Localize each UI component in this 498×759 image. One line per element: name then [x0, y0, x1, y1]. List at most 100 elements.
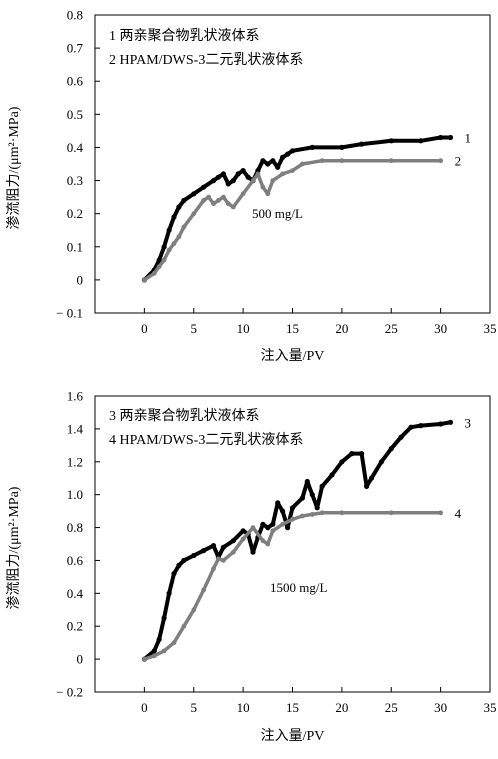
- y-tick-label: 0: [77, 272, 84, 287]
- data-point: [216, 556, 221, 562]
- data-point: [289, 148, 296, 154]
- data-point: [260, 158, 266, 164]
- data-point: [171, 640, 177, 646]
- data-point: [359, 141, 365, 147]
- data-point: [339, 158, 345, 164]
- data-point: [280, 521, 285, 527]
- x-tick-label: 25: [385, 321, 398, 336]
- x-tick-label: 10: [237, 700, 250, 715]
- data-point: [250, 549, 256, 555]
- data-point: [388, 446, 394, 452]
- legend-entry: 2 HPAM/DWS-3二元乳状液体系: [109, 52, 303, 68]
- data-point: [438, 421, 444, 427]
- data-point: [161, 244, 167, 250]
- data-point: [300, 161, 305, 167]
- data-point: [359, 451, 365, 457]
- data-point: [275, 164, 281, 170]
- series-end-label: 3: [465, 415, 472, 430]
- y-tick-label: 0.6: [67, 553, 84, 568]
- y-axis-label: 渗流阻力/(μm²·MPa): [6, 106, 22, 229]
- series-line-3: [142, 420, 453, 662]
- x-tick-label: 20: [335, 321, 348, 336]
- data-point: [181, 224, 187, 230]
- data-point: [240, 191, 246, 197]
- data-point: [161, 257, 167, 263]
- data-point: [438, 158, 443, 164]
- data-point: [220, 544, 226, 550]
- series-line-1: [142, 135, 453, 282]
- data-point: [230, 549, 236, 555]
- data-point: [290, 516, 295, 522]
- data-point: [265, 525, 271, 531]
- data-point: [299, 495, 305, 501]
- data-point: [220, 171, 226, 177]
- data-point: [447, 419, 454, 425]
- data-point: [260, 521, 266, 527]
- legend-entry: 1 两亲聚合物乳状液体系: [109, 28, 260, 44]
- data-point: [171, 571, 177, 577]
- data-point: [201, 184, 207, 190]
- data-point: [418, 138, 424, 144]
- data-point: [142, 277, 147, 283]
- data-point: [166, 590, 172, 596]
- legend-entry: 4 HPAM/DWS-3二元乳状液体系: [109, 432, 303, 448]
- data-point: [270, 528, 276, 534]
- data-point: [156, 636, 162, 643]
- data-point: [156, 257, 162, 263]
- data-point: [398, 434, 404, 440]
- data-point: [309, 512, 315, 517]
- y-tick-label: 1.0: [67, 487, 83, 502]
- data-point: [230, 538, 236, 544]
- data-point: [309, 492, 315, 498]
- data-point: [300, 513, 305, 519]
- data-point: [230, 204, 236, 210]
- data-point: [289, 505, 296, 511]
- data-point: [250, 525, 256, 530]
- data-point: [388, 158, 394, 164]
- data-point: [255, 171, 261, 177]
- data-point: [225, 181, 231, 187]
- data-point: [309, 144, 315, 150]
- data-point: [319, 158, 325, 164]
- data-point: [388, 510, 394, 516]
- data-point: [319, 483, 325, 489]
- data-point: [280, 171, 285, 177]
- y-tick-label: 0.6: [67, 74, 84, 89]
- data-point: [339, 144, 345, 150]
- data-point: [349, 451, 355, 457]
- x-axis-label: 注入量/PV: [261, 348, 325, 364]
- data-point: [191, 607, 197, 613]
- data-point: [211, 566, 216, 572]
- data-point: [206, 194, 212, 200]
- data-point: [166, 247, 172, 253]
- data-point: [215, 174, 221, 180]
- data-point: [161, 615, 167, 621]
- data-point: [304, 478, 310, 485]
- data-point: [319, 510, 325, 516]
- data-point: [260, 184, 266, 190]
- x-tick-label: 0: [141, 700, 148, 715]
- data-point: [240, 536, 246, 542]
- y-tick-label: 0.4: [67, 586, 84, 601]
- data-point: [210, 543, 217, 549]
- data-point: [142, 656, 147, 662]
- data-point: [240, 528, 246, 534]
- x-tick-label: 35: [484, 321, 497, 336]
- x-tick-label: 10: [237, 321, 250, 336]
- y-tick-label: 1.4: [67, 421, 84, 436]
- series-end-label: 2: [455, 154, 462, 169]
- data-point: [270, 178, 276, 184]
- legend-entry: 3 两亲聚合物乳状液体系: [109, 408, 260, 424]
- concentration-annotation: 500 mg/L: [252, 206, 303, 221]
- data-point: [171, 214, 177, 220]
- data-point: [378, 459, 384, 465]
- data-point: [314, 505, 320, 511]
- y-tick-label: 0: [77, 652, 84, 667]
- data-point: [181, 557, 187, 564]
- y-tick-label: 0.3: [67, 173, 83, 188]
- data-point: [181, 623, 187, 629]
- data-point: [240, 168, 246, 174]
- data-point: [408, 424, 414, 430]
- data-point: [191, 211, 197, 217]
- data-point: [221, 558, 226, 563]
